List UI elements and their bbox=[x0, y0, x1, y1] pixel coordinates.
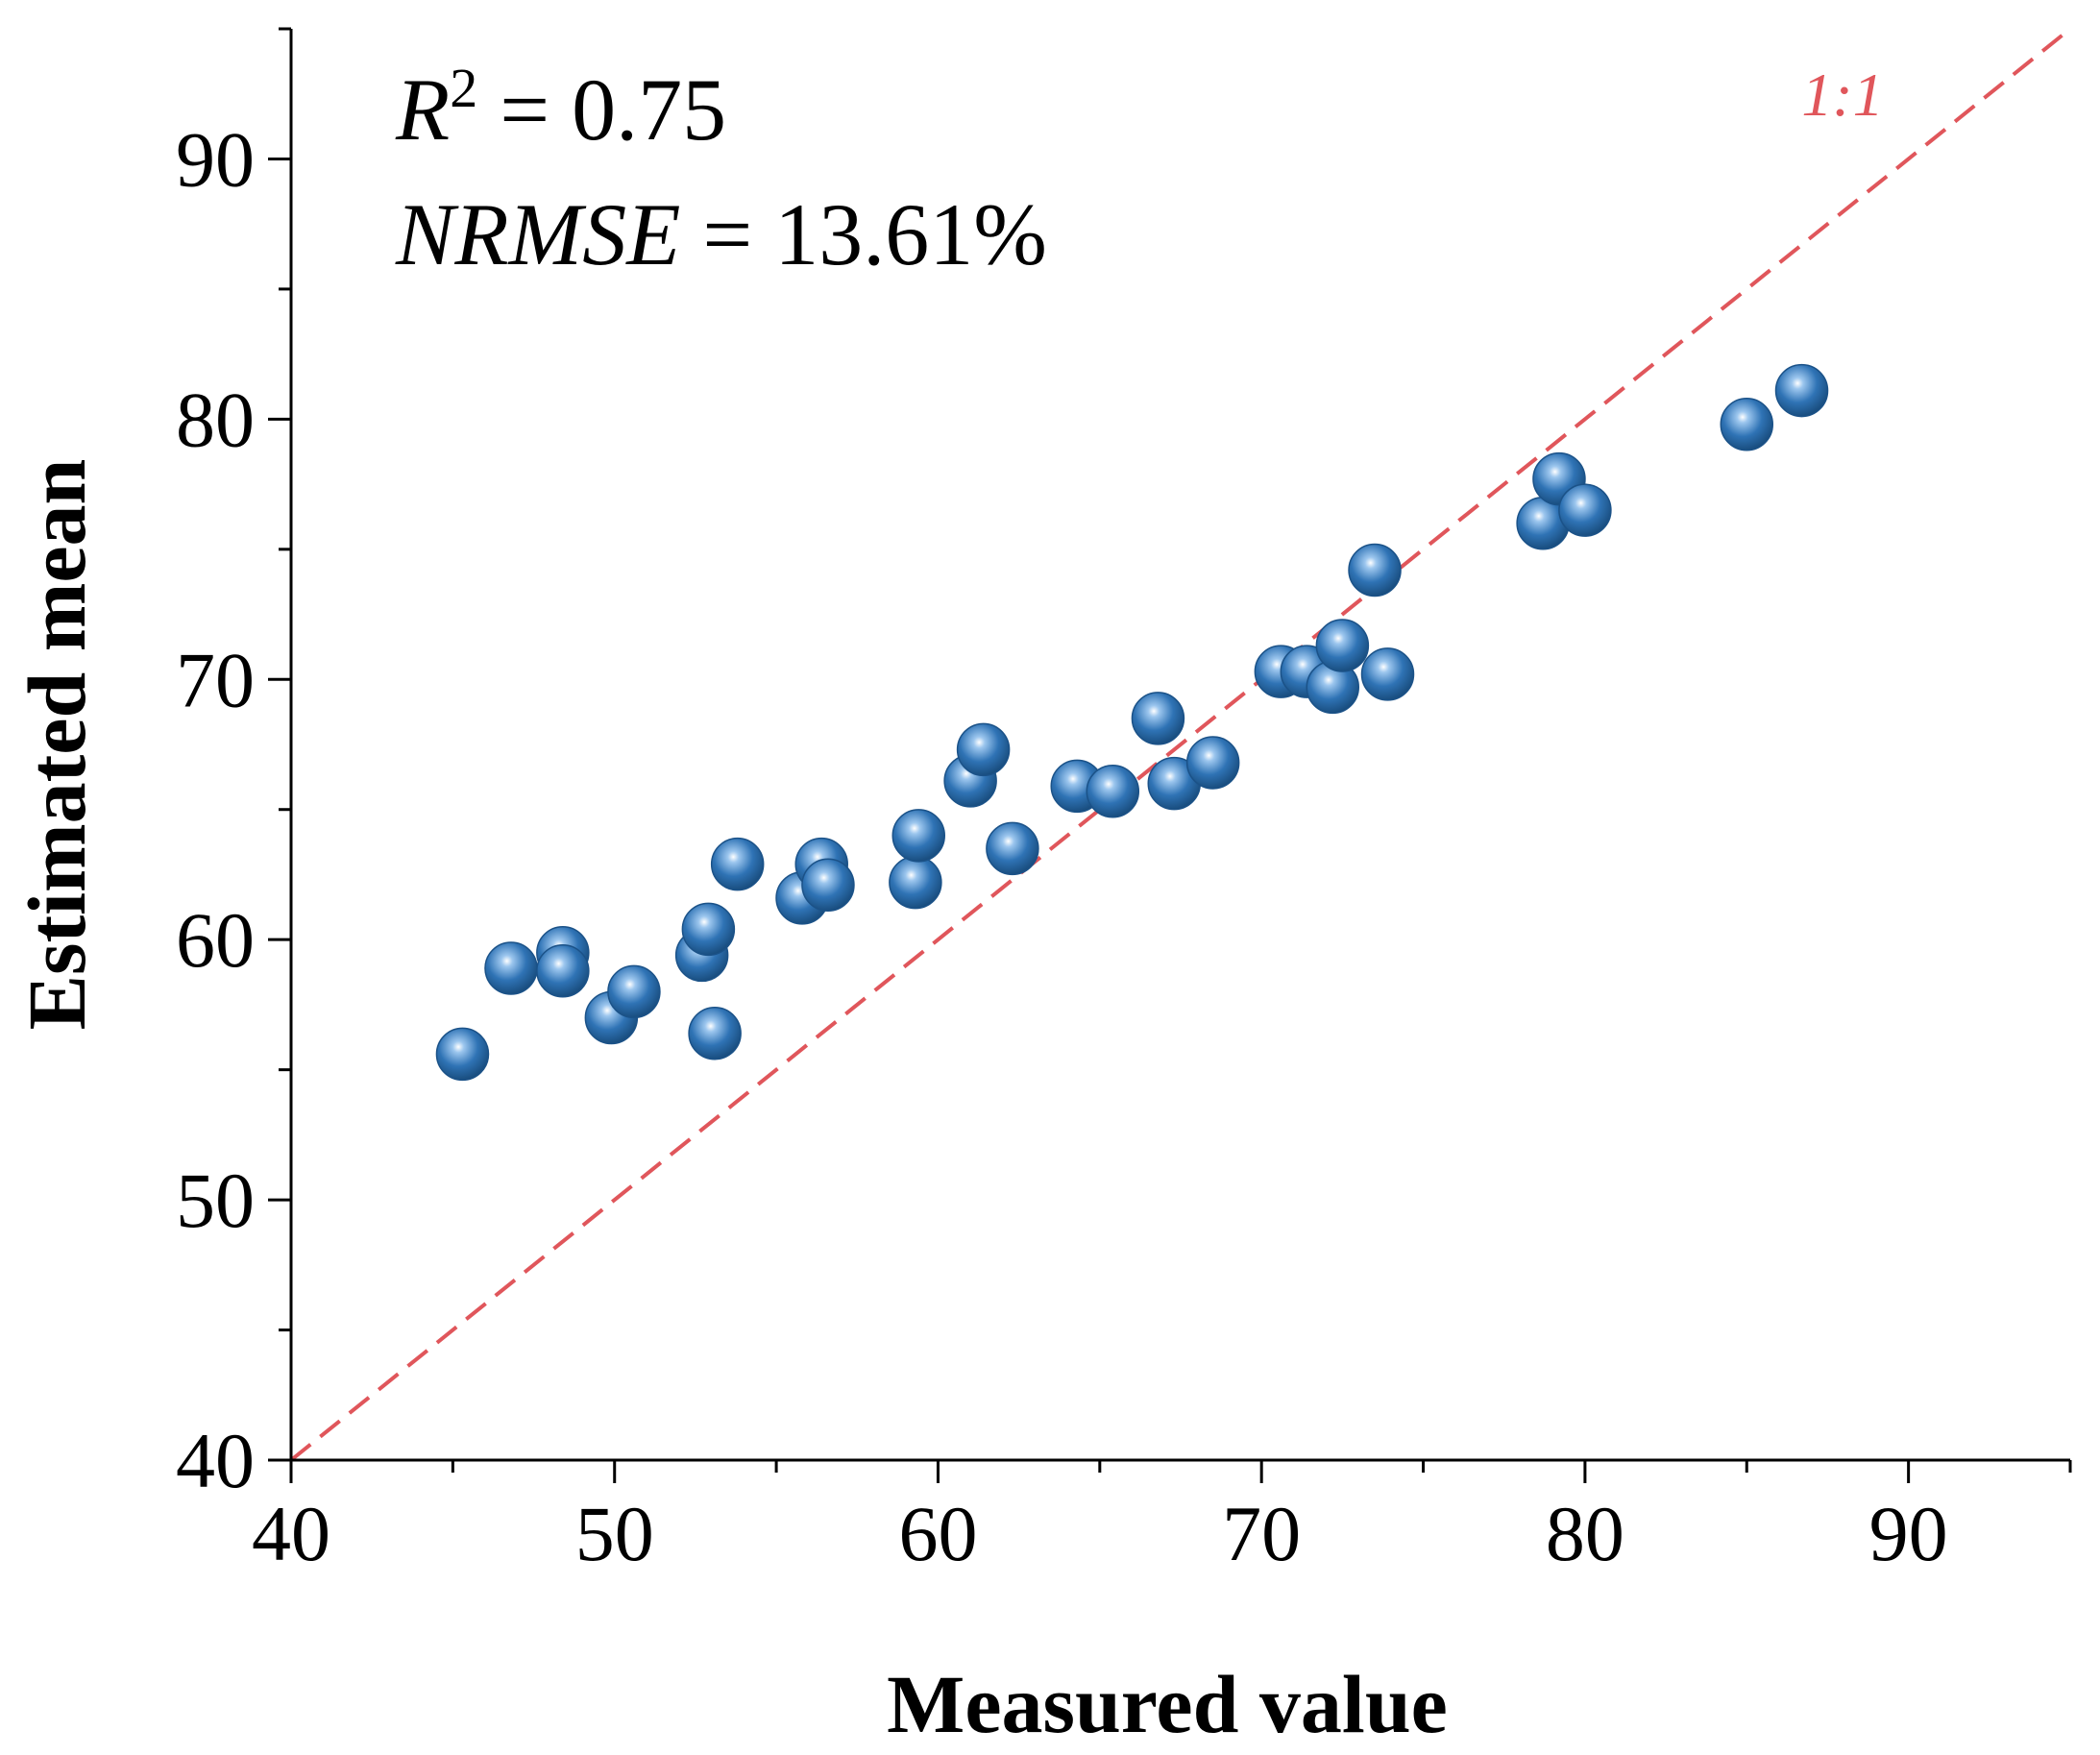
data-point bbox=[801, 858, 855, 913]
data-point bbox=[1720, 398, 1774, 451]
data-point bbox=[607, 964, 661, 1019]
nrmse-symbol: NRMSE bbox=[395, 185, 680, 283]
x-tick-label: 40 bbox=[252, 1490, 330, 1577]
r-squared-annotation: R2 = 0.75 bbox=[395, 57, 726, 158]
data-point bbox=[681, 902, 736, 957]
x-tick-label: 90 bbox=[1869, 1490, 1948, 1577]
nrmse-value: = 13.61% bbox=[680, 185, 1047, 283]
y-tick-label: 50 bbox=[176, 1157, 255, 1244]
data-point bbox=[891, 809, 946, 863]
y-tick-label: 40 bbox=[176, 1417, 255, 1504]
data-point bbox=[435, 1027, 490, 1082]
y-tick-label: 80 bbox=[176, 376, 255, 463]
r-squared-symbol: R bbox=[395, 61, 450, 158]
data-point bbox=[1185, 736, 1240, 790]
x-tick-label: 60 bbox=[898, 1490, 977, 1577]
data-point bbox=[484, 941, 538, 995]
reference-line-1-1 bbox=[289, 27, 2072, 1462]
y-tick-label: 60 bbox=[176, 896, 255, 984]
x-tick-label: 70 bbox=[1222, 1490, 1301, 1577]
data-point bbox=[986, 821, 1039, 876]
y-tick-label: 90 bbox=[176, 115, 255, 203]
plot-area bbox=[289, 27, 2072, 1462]
data-point bbox=[889, 855, 942, 910]
reference-line-label: 1:1 bbox=[1801, 61, 1883, 129]
data-point bbox=[956, 722, 1011, 777]
data-point bbox=[1774, 363, 1829, 418]
y-tick-label: 70 bbox=[176, 636, 255, 723]
x-axis-title: Measured value bbox=[887, 1658, 1448, 1750]
data-point bbox=[688, 1006, 742, 1060]
data-point bbox=[1558, 483, 1612, 537]
data-point bbox=[1360, 647, 1415, 701]
nrmse-annotation: NRMSE = 13.61% bbox=[395, 185, 1047, 283]
r-squared-superscript: 2 bbox=[450, 57, 477, 119]
data-points bbox=[435, 363, 1829, 1082]
data-point bbox=[710, 837, 765, 891]
data-point bbox=[1131, 692, 1185, 745]
data-point bbox=[536, 943, 590, 998]
data-point bbox=[1086, 765, 1140, 818]
data-point bbox=[1315, 619, 1370, 672]
r-squared-value: = 0.75 bbox=[477, 61, 726, 158]
axes: 40 50 60 70 80 90 40 50 60 70 80 90 bbox=[176, 27, 2072, 1577]
data-point bbox=[1348, 543, 1402, 597]
x-tick-label: 80 bbox=[1546, 1490, 1624, 1577]
x-tick-label: 50 bbox=[575, 1490, 654, 1577]
y-axis-title: Estimated mean bbox=[11, 459, 103, 1031]
